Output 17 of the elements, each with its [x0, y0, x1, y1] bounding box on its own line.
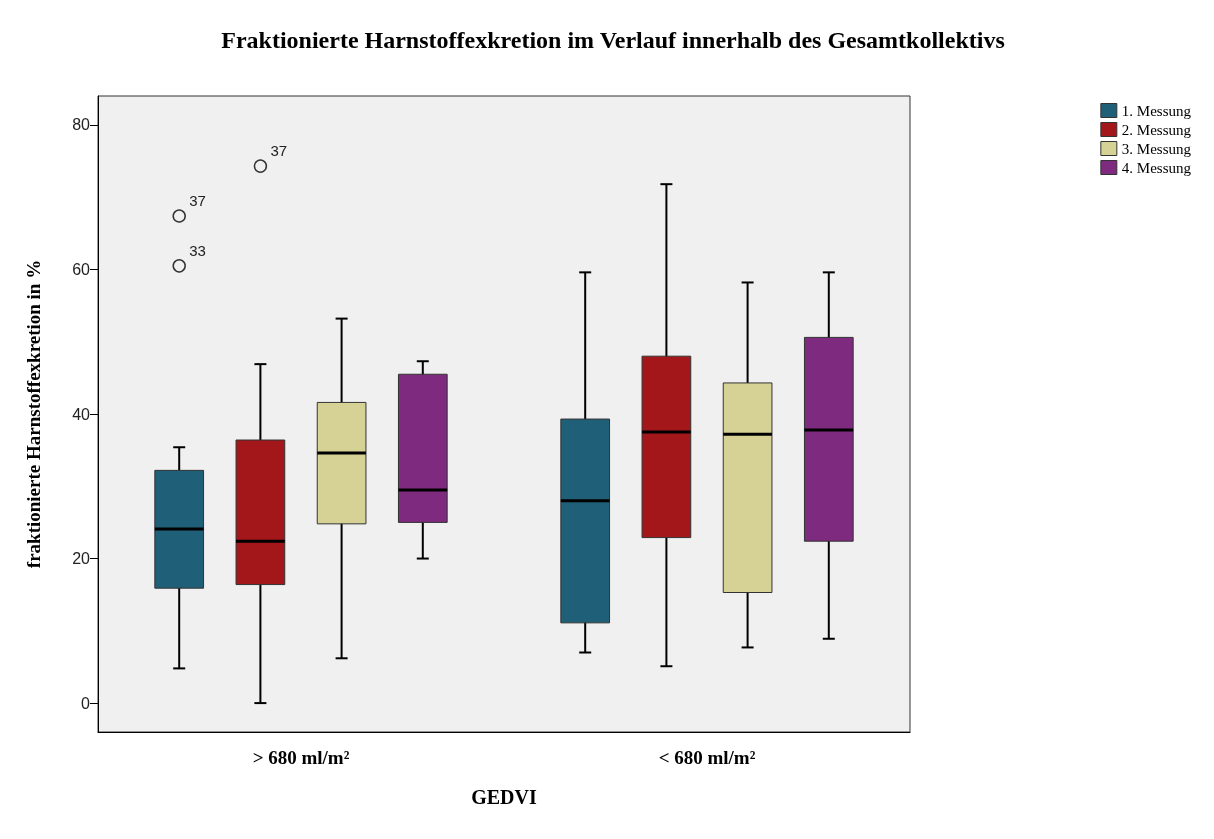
x-axis-title: GEDVI: [471, 786, 537, 808]
x-tick-label: < 680 ml/m²: [658, 747, 756, 768]
y-tick-label: 60: [72, 260, 91, 278]
y-tick-label: 20: [72, 550, 91, 568]
legend-label: 3. Messung: [1121, 140, 1192, 157]
annotation: 37: [270, 142, 288, 160]
y-tick-label: 0: [81, 694, 91, 712]
chart-title: Fraktionierte Harnstoffexkretion im Verlauf innerhalb des Gesamtkollektivs: [221, 27, 1005, 53]
y-tick-label: 80: [72, 116, 91, 134]
y-tick-label: 40: [72, 405, 91, 423]
annotation: 37: [189, 191, 206, 209]
legend-label: 2. Messung: [1121, 121, 1192, 138]
annotation: 33: [189, 241, 206, 259]
y-axis-title: fraktionierte Harnstoffexkretion in %: [23, 259, 44, 569]
legend-label: 4. Messung: [1121, 159, 1192, 176]
legend-label: 1. Messung: [1121, 102, 1192, 119]
x-tick-label: > 680 ml/m²: [252, 747, 350, 768]
